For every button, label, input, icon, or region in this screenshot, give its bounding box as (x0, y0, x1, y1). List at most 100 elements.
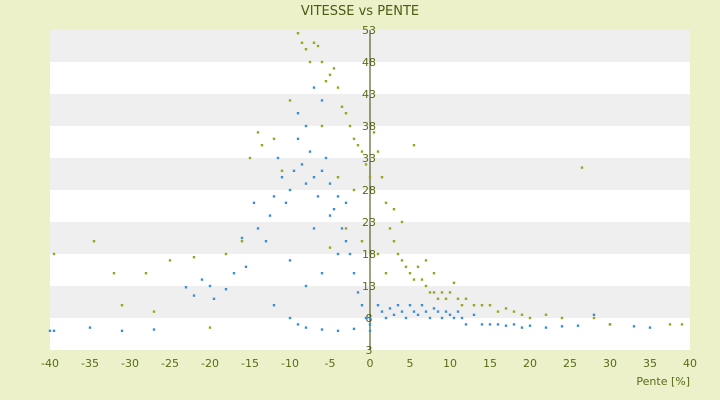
scatter-point (336, 252, 340, 256)
scatter-point (680, 323, 684, 326)
scatter-point (336, 329, 340, 332)
x-tick-label: -15 (241, 357, 259, 370)
scatter-point (312, 41, 316, 44)
scatter-point (308, 60, 312, 64)
scatter-point (268, 214, 272, 217)
scatter-point (248, 156, 252, 160)
x-tick-label: 25 (563, 357, 577, 370)
scatter-point (312, 86, 316, 89)
scatter-point (376, 252, 380, 256)
scatter-point (288, 316, 292, 320)
scatter-point (400, 310, 404, 313)
scatter-point (240, 240, 244, 243)
scatter-point (352, 272, 356, 275)
scatter-point (144, 272, 148, 275)
scatter-point (332, 67, 336, 70)
x-tick-label: -10 (281, 357, 299, 370)
scatter-point (332, 208, 336, 211)
scatter-point (368, 176, 372, 179)
scatter-point (256, 227, 260, 230)
x-tick-label: 10 (443, 357, 457, 370)
scatter-point (444, 297, 448, 300)
scatter-point (296, 112, 300, 115)
scatter-point (408, 272, 412, 275)
x-tick-label: -5 (325, 357, 336, 370)
chart-title: VITESSE vs PENTE (301, 4, 419, 19)
scatter-point (560, 316, 564, 320)
scatter-point (488, 304, 492, 307)
scatter-point (472, 304, 476, 307)
scatter-point (452, 281, 456, 284)
scatter-point (52, 329, 56, 332)
scatter-point (88, 326, 92, 329)
scatter-point (592, 313, 596, 316)
y-tick-label: 3 (366, 344, 373, 357)
scatter-point (420, 278, 424, 281)
scatter-point (300, 163, 304, 166)
scatter-point (404, 265, 408, 268)
scatter-point (420, 304, 424, 307)
scatter-point (120, 304, 124, 307)
scatter-point (288, 188, 292, 192)
scatter-point (460, 304, 464, 307)
scatter-point (352, 137, 356, 140)
scatter-point (384, 316, 388, 320)
scatter-point (456, 310, 460, 313)
scatter-point (520, 326, 524, 329)
scatter-point (488, 323, 492, 326)
scatter-point (344, 240, 348, 243)
y-tick-label: 38 (362, 120, 376, 133)
scatter-point (496, 323, 500, 326)
scatter-point (200, 278, 204, 281)
scatter-point (184, 286, 188, 289)
scatter-point (352, 188, 356, 192)
scatter-point (320, 328, 324, 331)
scatter-point (424, 259, 428, 262)
scatter-point (208, 284, 212, 288)
scatter-point (280, 176, 284, 179)
scatter-point (328, 182, 332, 185)
scatter-point (512, 323, 516, 326)
scatter-point (252, 201, 256, 204)
scatter-point (392, 208, 396, 211)
scatter-point (460, 316, 464, 320)
scatter-point (544, 313, 548, 316)
scatter-point (336, 195, 340, 198)
x-tick-label: 0 (367, 357, 374, 370)
scatter-point (608, 323, 612, 326)
scatter-point (192, 256, 196, 259)
scatter-point (284, 201, 288, 204)
scatter-point (292, 169, 296, 172)
scatter-point (364, 163, 368, 166)
scatter-point (360, 150, 364, 153)
scatter-point (560, 325, 564, 328)
scatter-point (392, 313, 396, 316)
scatter-point (272, 195, 276, 198)
scatter-point (368, 323, 372, 326)
scatter-point (324, 156, 328, 160)
scatter-point (372, 131, 376, 134)
scatter-point (356, 144, 360, 147)
x-tick-label: -35 (81, 357, 99, 370)
scatter-point (312, 176, 316, 179)
scatter-point (576, 324, 580, 327)
scatter-point (384, 272, 388, 275)
scatter-point (168, 259, 172, 262)
scatter-point (428, 291, 432, 294)
scatter-point (304, 284, 308, 288)
scatter-points (48, 32, 684, 332)
scatter-point (112, 272, 116, 275)
scatter-point (212, 297, 216, 300)
scatter-point (344, 227, 348, 230)
scatter-point (152, 310, 156, 313)
scatter-point (424, 310, 428, 313)
scatter-point (464, 297, 468, 300)
scatter-point (496, 310, 500, 313)
y-tick-label: 48 (362, 56, 376, 69)
y-tick-label: 33 (362, 152, 376, 165)
scatter-point (452, 316, 456, 320)
scatter-point (440, 291, 444, 294)
scatter-point (324, 80, 328, 83)
